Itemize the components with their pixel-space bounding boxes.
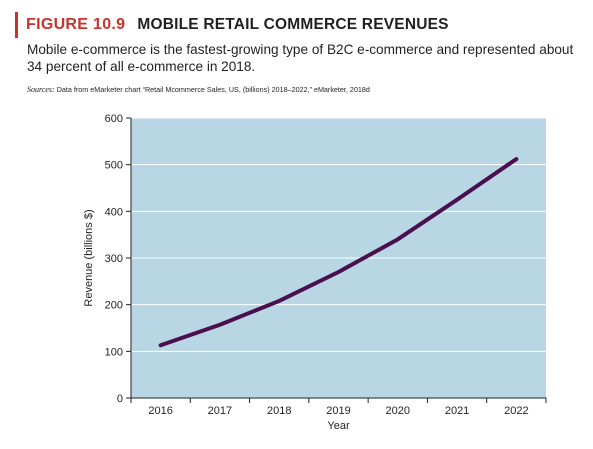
- x-tick-label-2017: 2017: [208, 405, 232, 417]
- y-tick-label-600: 600: [105, 113, 123, 125]
- x-tick-label-2018: 2018: [267, 405, 291, 417]
- figure-sources: Sources: Data from eMarketer chart “Reta…: [27, 85, 370, 94]
- y-tick-label-100: 100: [105, 346, 123, 358]
- x-tick-label-2019: 2019: [326, 405, 350, 417]
- sources-label: Sources:: [27, 85, 55, 94]
- figure-title: MOBILE RETAIL COMMERCE REVENUES: [137, 16, 449, 33]
- figure-caption: Mobile e-commerce is the fastest-growing…: [27, 42, 574, 74]
- y-tick-label-500: 500: [105, 160, 123, 172]
- x-tick-label-2020: 2020: [386, 405, 410, 417]
- x-tick-label-2021: 2021: [445, 405, 469, 417]
- figure-number: FIGURE 10.9: [26, 16, 126, 33]
- accent-bar: [15, 12, 18, 38]
- x-axis-label: Year: [327, 420, 350, 432]
- y-tick-label-300: 300: [105, 253, 123, 265]
- y-tick-label-0: 0: [117, 393, 123, 405]
- y-axis-label: Revenue (billions $): [83, 209, 95, 306]
- x-tick-label-2022: 2022: [504, 405, 528, 417]
- x-tick-label-2016: 2016: [148, 405, 172, 417]
- figure-header: FIGURE 10.9 MOBILE RETAIL COMMERCE REVEN…: [15, 12, 449, 38]
- y-tick-label-200: 200: [105, 300, 123, 312]
- sources-text: Data from eMarketer chart “Retail Mcomme…: [56, 85, 370, 94]
- y-tick-label-400: 400: [105, 206, 123, 218]
